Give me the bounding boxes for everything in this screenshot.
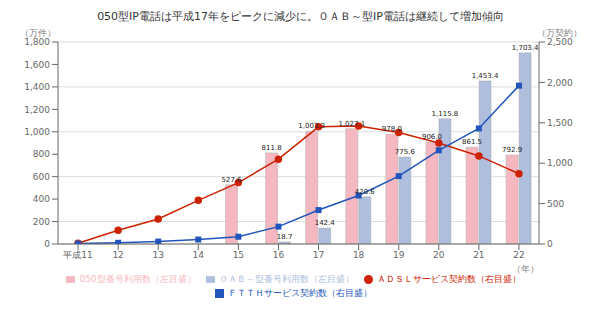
svg-text:0: 0 [547,239,553,249]
svg-text:792.9: 792.9 [502,146,522,154]
svg-text:861.5: 861.5 [462,138,482,146]
svg-text:2,000: 2,000 [547,78,573,88]
svg-text:1,000: 1,000 [547,158,573,168]
svg-text:1,000: 1,000 [24,127,50,137]
svg-text:（万件）: （万件） [20,28,56,38]
svg-text:400: 400 [33,194,50,204]
svg-text:16: 16 [273,250,285,260]
svg-text:527.6: 527.6 [222,176,243,184]
svg-text:1,027.1: 1,027.1 [338,120,365,128]
svg-text:19: 19 [393,250,405,260]
svg-text:20: 20 [433,250,445,260]
svg-text:1,703.4: 1,703.4 [512,44,539,52]
svg-text:（年）: （年） [512,264,539,274]
svg-text:906.0: 906.0 [422,133,442,141]
svg-text:1,115.8: 1,115.8 [432,110,459,118]
html-text:０ＡＢ～型番号利用数（左目盛）: ０ＡＢ～型番号利用数（左目盛） [218,274,354,284]
svg-text:775.6: 775.6 [395,148,416,156]
svg-text:1,800: 1,800 [24,37,50,47]
svg-text:800: 800 [33,149,50,159]
svg-text:1,200: 1,200 [24,105,50,115]
svg-text:500: 500 [547,199,564,209]
svg-text:18.7: 18.7 [277,233,293,241]
html-text:050型IP電話は平成17年をピークに減少に。０ＡＢ～型IP: 050型IP電話は平成17年をピークに減少に。０ＡＢ～型IP電話は継続して増加傾… [97,10,504,23]
svg-text:（万契約）: （万契約） [537,28,582,38]
svg-text:1,003.3: 1,003.3 [298,122,325,130]
html-text:050型番号利用数（左目盛）: 050型番号利用数（左目盛） [79,274,196,284]
svg-text:142.4: 142.4 [315,219,336,227]
svg-text:1,600: 1,600 [24,60,50,70]
svg-text:1,453.4: 1,453.4 [472,72,499,80]
html-text:ＦＴＴＨサービス契約数（右目盛）: ＦＴＴＨサービス契約数（右目盛） [228,288,372,298]
svg-text:平成11: 平成11 [63,250,92,260]
svg-text:22: 22 [513,250,524,260]
svg-text:0: 0 [44,239,50,249]
svg-text:15: 15 [233,250,244,260]
svg-text:600: 600 [33,172,50,182]
svg-text:13: 13 [152,250,163,260]
html-text:ＡＤＳＬサービス契約数（右目盛）: ＡＤＳＬサービス契約数（右目盛） [376,274,521,284]
svg-text:14: 14 [193,250,205,260]
svg-text:978.0: 978.0 [382,125,402,133]
svg-text:21: 21 [473,250,484,260]
svg-text:17: 17 [313,250,324,260]
svg-text:420.6: 420.6 [355,188,376,196]
svg-text:1,400: 1,400 [24,82,50,92]
svg-text:12: 12 [112,250,123,260]
svg-text:18: 18 [353,250,365,260]
svg-text:811.8: 811.8 [262,144,282,152]
svg-text:2,500: 2,500 [547,37,573,47]
svg-text:200: 200 [33,217,50,227]
svg-text:1,500: 1,500 [547,118,573,128]
